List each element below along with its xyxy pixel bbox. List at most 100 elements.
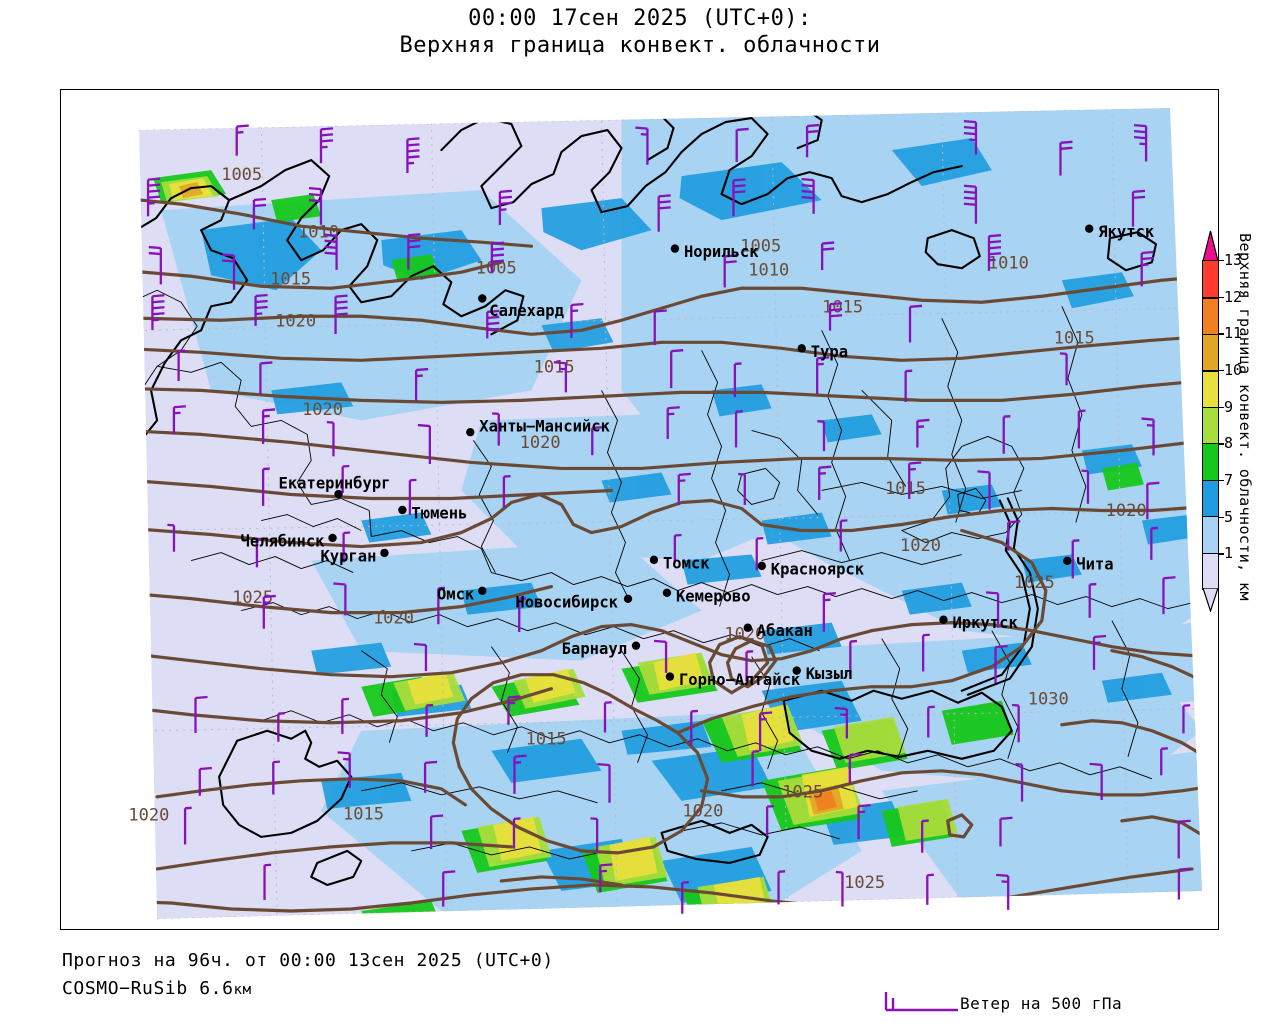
colorbar-divider [1203,552,1218,554]
colorbar-tick-mark [1219,406,1224,408]
colorbar-tick-label: 8 [1224,434,1234,453]
city-dot [665,672,675,681]
wind-barb [821,241,835,270]
wind-barb [590,817,599,853]
isobar-label: 1025 [1014,573,1055,593]
wind-barb [734,409,743,448]
wind-barb [904,369,913,403]
city-label: Чита [1076,555,1113,573]
wind-barb [429,814,444,850]
wind-barb [502,475,511,508]
colorbar-divider [1203,370,1218,372]
colorbar-tick-label: 11 [1224,324,1243,343]
wind-barb [198,766,212,796]
wind-barb [570,302,584,338]
isobar-label: 1020 [128,805,169,825]
city-label: Тура [811,343,848,361]
city-label: Екатеринбург [279,475,391,493]
wind-barb [341,697,350,734]
wind-barb [442,870,456,907]
wind-barb [839,519,848,552]
wind-barb [849,639,858,676]
wind-barb [1160,747,1168,776]
isobar-label: 1020 [302,400,343,420]
wind-barb [834,706,848,739]
wind-barb [766,804,774,836]
city-dot [670,244,680,253]
city-label: Иркутск [952,614,1018,632]
wind-barb [690,709,698,746]
isobar-label: 1020 [373,609,414,629]
wind-barb-icon [884,992,958,1012]
wind-barb [341,464,350,493]
wind-barb [1007,520,1021,551]
wind-barb [308,187,323,225]
colorbar-tick-label: 9 [1224,397,1234,416]
colorbar-tick-mark [1219,370,1224,372]
wind-barb [333,582,347,616]
wind-barb [805,123,820,158]
wind-barb [985,591,1000,628]
wind-barb [735,127,749,162]
colorbar-tick-mark [1219,553,1224,555]
model-resolution-unit: км [233,982,252,998]
isobar-label: 1020 [1106,501,1147,521]
wind-barb [492,412,500,446]
isobar-label: 1015 [343,804,384,824]
city-dot [743,623,753,632]
wind-barb [591,425,605,456]
wind-barb [254,293,268,326]
wind-barb [183,806,192,845]
title-variable: Верхняя граница конвект. облачности [399,32,881,58]
wind-barb [1131,189,1146,227]
wind-barb [673,533,682,564]
isobar-label: 1010 [748,261,789,281]
wind-barb [1162,576,1176,615]
wind-barb [334,294,348,335]
wind-barb [1088,582,1097,618]
colorbar-tick-mark [1219,443,1224,445]
wind-barb [324,233,338,270]
colorbar-axis-label: Верхняя граница конвект. облачности, км [1236,233,1254,601]
wind-barb [738,472,746,505]
city-dot [1063,556,1072,566]
city-label: Кемерово [676,587,751,605]
map-canvas: 1005 1005 1005 1010 1010 1010 1015 1015 1015 1015… [61,90,1218,929]
wind-barb [1077,409,1086,449]
colorbar-tick-mark [1219,296,1224,298]
colorbar-scale [1202,260,1219,590]
wind-barb [194,695,208,733]
isobar-label: 1015 [526,729,567,749]
colorbar-divider [1203,406,1218,408]
city-dot [334,489,343,499]
wind-barb [261,408,276,444]
isobar-label: 1030 [1028,690,1069,710]
wind-barb [916,418,930,448]
wind-barb [151,294,165,330]
wind-barb [1089,762,1103,801]
isobar-label: 1025 [782,782,823,802]
wind-barb [423,760,438,793]
forecast-info: Прогноз на 96ч. от 00:00 13сен 2025 (UTC… [62,950,554,971]
wind-barb [413,642,428,672]
wind-barb [996,873,1010,910]
colorbar-divider [1203,297,1218,299]
wind-barb [635,126,649,165]
wind-barb [670,349,684,389]
wind-barb [657,194,671,232]
wind-barb [326,420,335,457]
city-dot [623,594,633,603]
wind-barb [408,478,417,516]
isobar-label: 1020 [724,625,765,645]
country-borders [139,108,1157,886]
wind-barb [963,119,978,155]
wind-barb [755,536,764,571]
city-label: Кызыл [806,665,853,683]
weather-map[interactable]: 1005 1005 1005 1010 1010 1010 1015 1015 1015 1015… [60,89,1219,930]
wind-barb [146,177,161,217]
wind-barb [507,695,521,725]
wind-barb [498,189,512,226]
city-label: Челябинск [241,532,326,550]
wind-barb [262,594,276,629]
city-label: Абакан [757,622,813,640]
